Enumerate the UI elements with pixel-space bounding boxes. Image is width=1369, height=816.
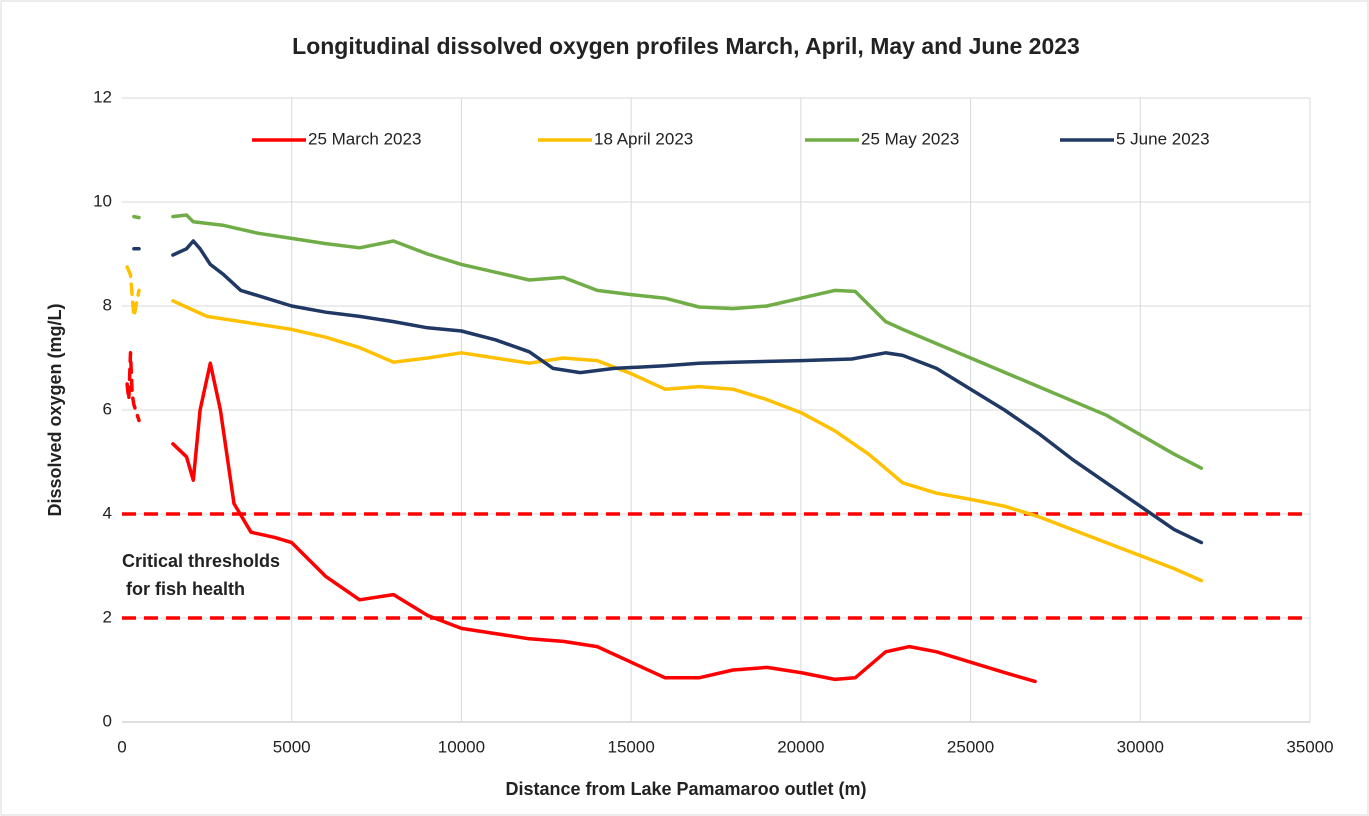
annotation: for fish health xyxy=(126,579,245,599)
y-tick-label: 10 xyxy=(93,191,112,210)
y-tick-label: 8 xyxy=(103,295,112,314)
x-tick-label: 5000 xyxy=(273,737,311,756)
annotation: Critical thresholds xyxy=(122,551,280,571)
x-tick-label: 15000 xyxy=(608,737,655,756)
y-tick-label: 4 xyxy=(103,503,112,522)
legend-label: 25 March 2023 xyxy=(308,129,421,148)
y-tick-label: 0 xyxy=(103,711,112,730)
x-tick-label: 30000 xyxy=(1117,737,1164,756)
series-line xyxy=(132,214,141,220)
chart-title: Longitudinal dissolved oxygen profiles M… xyxy=(292,33,1080,59)
series-line xyxy=(125,351,141,423)
x-tick-label: 10000 xyxy=(438,737,485,756)
series-line xyxy=(125,265,141,319)
legend-label: 18 April 2023 xyxy=(594,129,693,148)
legend-label: 5 June 2023 xyxy=(1116,129,1210,148)
series-line xyxy=(171,361,1037,684)
x-tick-label: 20000 xyxy=(777,737,824,756)
x-tick-label: 0 xyxy=(117,737,126,756)
series-line xyxy=(171,239,1204,545)
y-axis-label: Dissolved oxygen (mg/L) xyxy=(45,303,65,516)
x-tick-label: 25000 xyxy=(947,737,994,756)
y-tick-label: 6 xyxy=(103,399,112,418)
x-tick-label: 35000 xyxy=(1286,737,1333,756)
y-tick-label: 12 xyxy=(93,87,112,106)
legend-label: 25 May 2023 xyxy=(861,129,959,148)
x-axis-label: Distance from Lake Pamamaroo outlet (m) xyxy=(505,779,866,799)
series-line xyxy=(171,299,1204,583)
y-tick-label: 2 xyxy=(103,607,112,626)
series-line xyxy=(171,213,1204,470)
